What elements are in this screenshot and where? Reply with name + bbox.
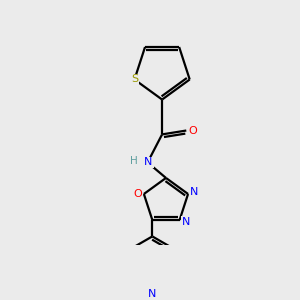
Text: S: S — [131, 74, 138, 85]
Text: N: N — [144, 158, 153, 167]
Text: N: N — [148, 290, 157, 299]
Text: H: H — [130, 157, 138, 166]
Text: O: O — [189, 125, 197, 136]
Text: N: N — [190, 187, 199, 197]
Text: O: O — [133, 189, 142, 199]
Text: N: N — [182, 217, 190, 227]
